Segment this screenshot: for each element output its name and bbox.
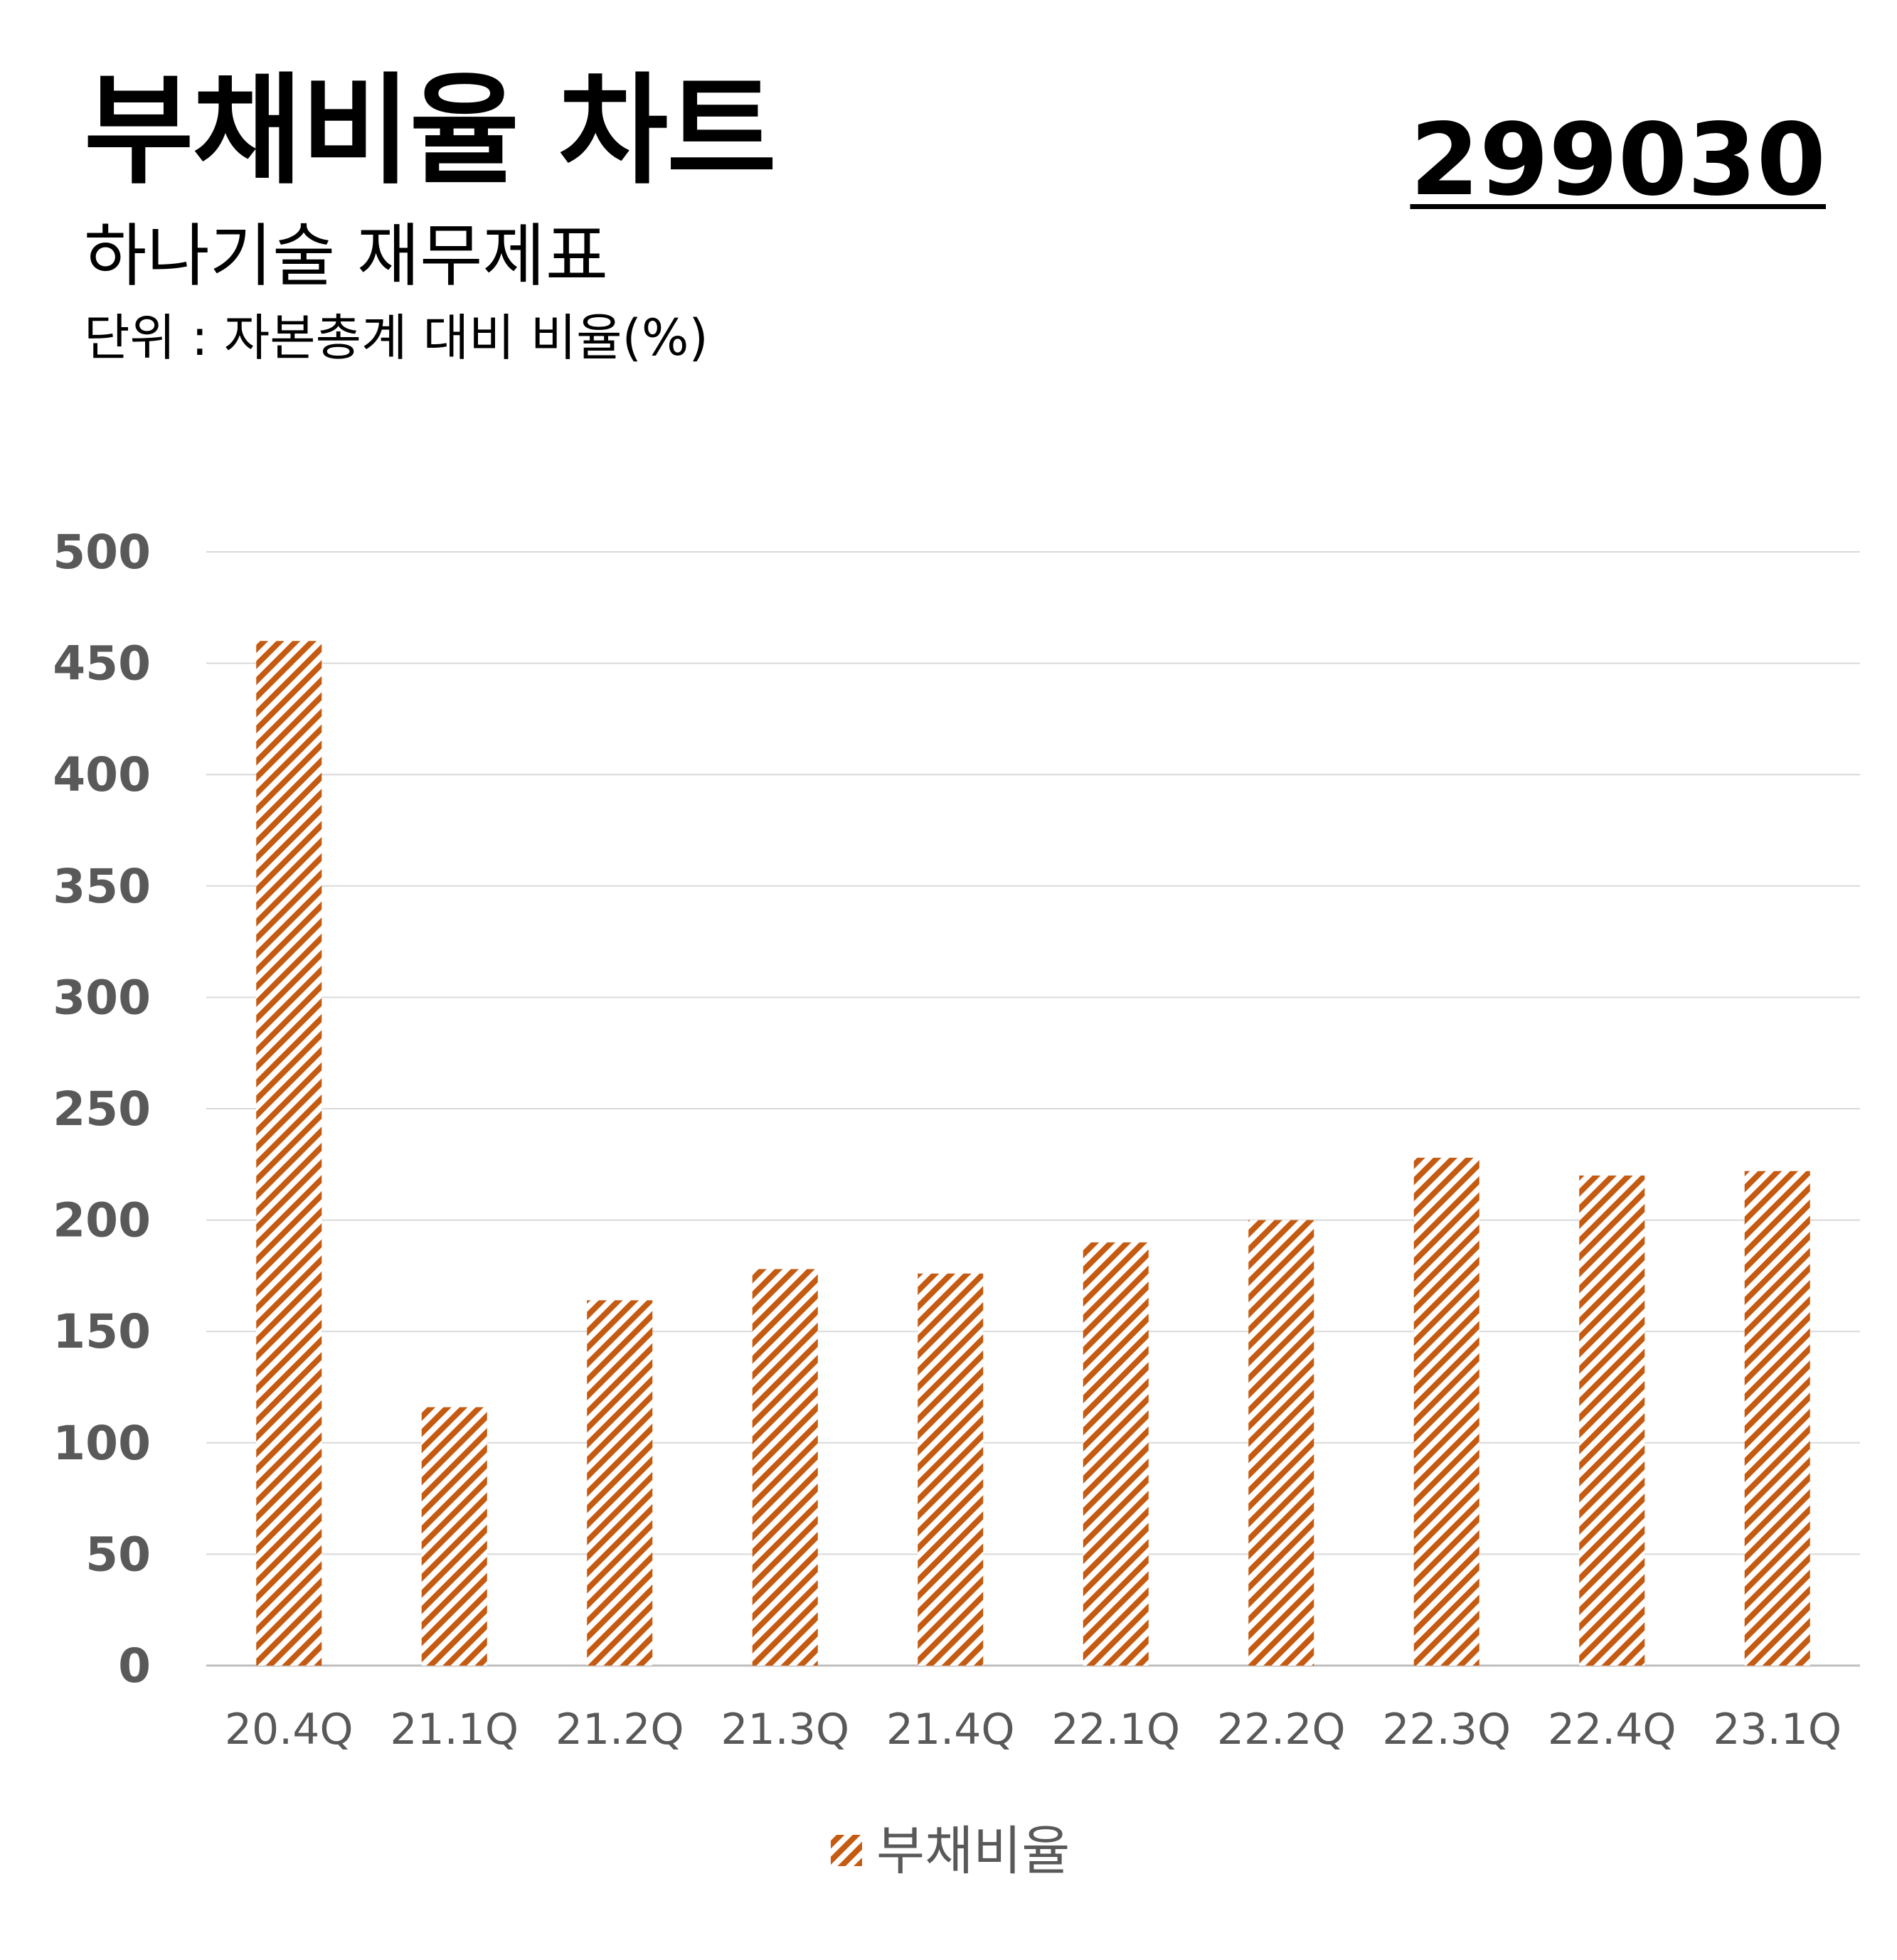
x-tick-label: 22.2Q (1217, 1705, 1346, 1754)
bar (918, 1273, 984, 1666)
legend-label: 부채비율 (876, 1821, 1070, 1882)
y-tick-label: 100 (53, 1416, 151, 1471)
x-tick-label: 21.4Q (886, 1705, 1015, 1754)
x-tick-label: 21.3Q (721, 1705, 849, 1754)
legend-swatch (831, 1835, 862, 1866)
legend: 부채비율 (831, 1821, 1070, 1882)
y-tick-label: 150 (53, 1304, 151, 1359)
chart-title: 부채비율 차트 (84, 61, 777, 201)
bar (1083, 1242, 1149, 1666)
y-tick-label: 0 (118, 1639, 151, 1693)
y-tick-label: 250 (53, 1082, 151, 1136)
bar (421, 1407, 487, 1666)
x-tick-label: 21.2Q (556, 1705, 684, 1754)
bars (256, 641, 1810, 1666)
unit-label: 단위 : 자본총계 대비 비율(%) (84, 309, 708, 367)
bar (1579, 1175, 1645, 1666)
x-tick-label: 22.3Q (1382, 1705, 1511, 1754)
y-tick-label: 350 (53, 859, 151, 914)
bar (752, 1269, 818, 1666)
y-axis-ticks: 0 50 100 150 200 250 300 350 400 450 500 (53, 525, 151, 1693)
stock-code: 299030 (1410, 102, 1826, 218)
y-tick-label: 450 (53, 637, 151, 691)
y-tick-label: 50 (85, 1527, 151, 1582)
y-tick-label: 300 (53, 970, 151, 1025)
x-axis-ticks: 20.4Q 21.1Q 21.2Q 21.3Q 21.4Q 22.1Q 22.2Q 22.3Q… (225, 1705, 1842, 1754)
bar (256, 641, 322, 1666)
bar (587, 1300, 653, 1666)
y-tick-label: 500 (53, 525, 151, 580)
x-tick-label: 22.4Q (1548, 1705, 1677, 1754)
x-tick-label: 22.1Q (1051, 1705, 1180, 1754)
bar (1744, 1171, 1810, 1666)
x-tick-label: 21.1Q (390, 1705, 519, 1754)
x-tick-label: 23.1Q (1713, 1705, 1842, 1754)
chart-subtitle: 하나기술 재무제표 (84, 216, 609, 296)
y-tick-label: 400 (53, 747, 151, 802)
bar (1248, 1220, 1314, 1666)
x-tick-label: 20.4Q (225, 1705, 354, 1754)
bar (1413, 1157, 1479, 1666)
y-tick-label: 200 (53, 1193, 151, 1248)
